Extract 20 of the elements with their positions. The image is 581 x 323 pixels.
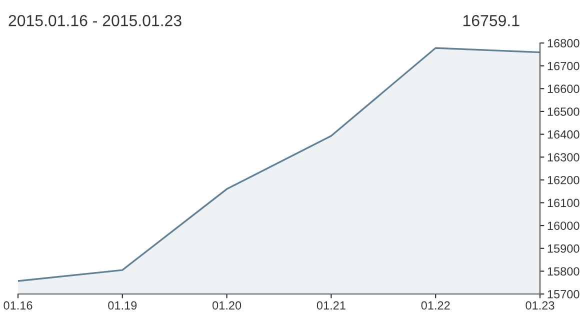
x-tick-label: 01.16 (4, 301, 32, 310)
y-tick-label: 16000 (548, 222, 580, 230)
y-tick-label: 16800 (548, 39, 580, 48)
y-tick-label: 16100 (548, 198, 580, 208)
y-tick-label: 15800 (548, 267, 580, 276)
y-tick-label: 16700 (548, 62, 580, 70)
y-tick-label: 16500 (548, 107, 580, 116)
x-tick-label: 01.19 (108, 301, 137, 310)
x-tick-label: 01.20 (212, 301, 242, 310)
x-tick-label: 01.23 (526, 301, 554, 310)
y-tick-label: 16300 (548, 153, 580, 162)
x-tick-label: 01.21 (316, 301, 346, 310)
x-tick-label: 01.22 (421, 301, 450, 310)
chart-title: 2015.01.16 - 2015.01.23 (8, 14, 182, 26)
y-tick-label: 16400 (548, 130, 580, 139)
text: 16759.1 (463, 14, 520, 26)
y-tick-label: 15900 (548, 244, 580, 253)
y-tick-label: 15700 (548, 290, 580, 298)
y-tick-label: 16200 (548, 176, 580, 184)
y-tick-label: 16600 (548, 84, 580, 94)
